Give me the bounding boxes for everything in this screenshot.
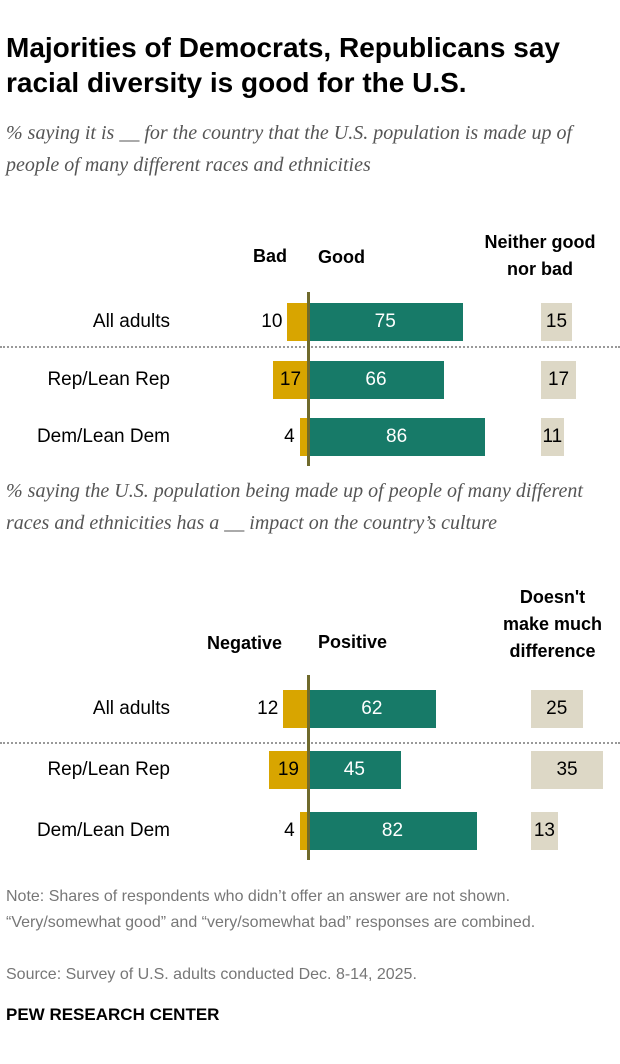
data-label-neutral: 25	[546, 698, 568, 719]
data-label-negative: 19	[277, 759, 299, 780]
category-label: All adults	[92, 698, 170, 719]
source: Source: Survey of U.S. adults conducted …	[6, 966, 417, 983]
bar-positive	[308, 812, 477, 850]
data-label-neutral: 13	[533, 820, 555, 841]
bar-positive	[308, 690, 436, 728]
chart-subtitle: % saying the U.S. population being made …	[6, 480, 583, 534]
category-label: Dem/Lean Dem	[36, 820, 170, 841]
bar-positive	[308, 361, 444, 399]
bar-positive	[308, 418, 486, 456]
bar-neutral	[541, 418, 564, 456]
data-label-neutral: 15	[545, 311, 568, 332]
bar-positive	[308, 303, 463, 341]
data-label-negative: 4	[284, 820, 295, 841]
bar-negative	[283, 690, 308, 728]
data-label-neutral: 11	[542, 426, 563, 447]
data-label-positive: 86	[386, 426, 408, 447]
row-divider	[0, 742, 620, 744]
data-label-negative: 4	[284, 426, 295, 447]
row-divider	[0, 346, 620, 348]
bar-neutral	[541, 361, 577, 399]
bar-neutral	[531, 690, 583, 728]
category-label: Rep/Lean Rep	[47, 759, 170, 780]
data-label-positive: 45	[343, 759, 365, 780]
bar-neutral	[531, 751, 604, 789]
data-label-positive: 66	[365, 369, 387, 390]
bar-neutral	[531, 812, 558, 850]
column-header-neutral: Doesn't make much difference	[502, 587, 603, 661]
zero-axis-line	[307, 675, 310, 860]
category-label: Rep/Lean Rep	[47, 369, 170, 390]
bar-positive	[308, 751, 401, 789]
column-header-negative: Bad	[252, 246, 287, 266]
bar-negative	[287, 303, 308, 341]
column-header-negative: Negative	[206, 633, 283, 653]
bar-negative	[299, 812, 308, 850]
bar-neutral	[541, 303, 572, 341]
chart-subtitle: % saying it is __ for the country that t…	[6, 122, 573, 176]
column-header-neutral: Neither good nor bad	[484, 232, 596, 279]
data-label-negative: 17	[279, 369, 302, 390]
column-header-positive: Positive	[318, 632, 388, 652]
category-label: Dem/Lean Dem	[36, 426, 170, 447]
chart-title: Majorities of Democrats, Republicans say…	[6, 32, 560, 98]
column-header-positive: Good	[318, 247, 365, 267]
data-label-positive: 82	[381, 820, 404, 841]
brand-logo: PEW RESEARCH CENTER	[6, 1005, 220, 1024]
category-label: All adults	[92, 311, 170, 332]
data-label-neutral: 35	[556, 759, 578, 780]
bar-negative	[268, 751, 308, 789]
note: Note: Shares of respondents who didn’t o…	[6, 888, 536, 931]
zero-axis-line	[307, 292, 310, 466]
data-label-neutral: 17	[547, 369, 570, 390]
data-label-positive: 62	[361, 698, 383, 719]
data-label-negative: 10	[261, 311, 283, 332]
bar-negative	[299, 418, 308, 456]
data-label-positive: 75	[374, 311, 396, 332]
data-label-negative: 12	[257, 698, 279, 719]
bar-negative	[272, 361, 308, 399]
